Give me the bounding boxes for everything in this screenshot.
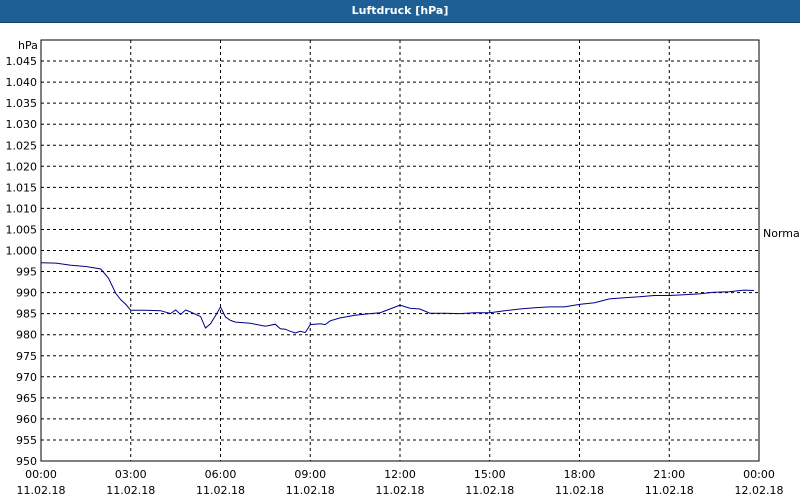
- x-gridlines: [130, 40, 670, 461]
- pressure-chart: 1.045 1.040 1.035 1.030 1.025 1.020 1.015 1.010…: [0, 23, 800, 500]
- x-tick-date: 11.02.18: [465, 484, 514, 497]
- x-tick-time: 15:00: [474, 468, 506, 481]
- x-tick-date: 11.02.18: [17, 484, 66, 497]
- pressure-line: [40, 262, 755, 334]
- y-tick-label: 950: [16, 455, 37, 468]
- x-tick-time: 06:00: [205, 468, 237, 481]
- x-tick-date: 12.02.18: [735, 484, 784, 497]
- x-tick-date: 11.02.18: [196, 484, 245, 497]
- y-tick-label: 1.015: [6, 181, 38, 194]
- y-tick-label: 995: [16, 266, 37, 279]
- x-tick-time: 03:00: [115, 468, 147, 481]
- x-tick-time: 00:00: [25, 468, 57, 481]
- y-tick-label: 1.000: [6, 245, 38, 258]
- y-axis-labels: 1.045 1.040 1.035 1.030 1.025 1.020 1.015 1.010…: [6, 55, 38, 468]
- title-bar: Luftdruck [hPa]: [0, 0, 800, 23]
- y-tick-label: 970: [16, 371, 37, 384]
- y-axis-unit: hPa: [18, 39, 38, 52]
- x-tick-date: 11.02.18: [376, 484, 425, 497]
- normal-label: Normal: [763, 227, 800, 240]
- series-group: [40, 262, 755, 334]
- y-tick-label: 1.025: [6, 139, 38, 152]
- y-tick-label: 990: [16, 287, 37, 300]
- y-tick-label: 1.045: [6, 55, 38, 68]
- y-tick-label: 985: [16, 308, 37, 321]
- x-tick-time: 21:00: [653, 468, 685, 481]
- y-tick-label: 1.035: [6, 97, 38, 110]
- x-tick-time: 09:00: [294, 468, 326, 481]
- y-tick-label: 1.020: [6, 160, 38, 173]
- y-tick-label: 1.010: [6, 202, 38, 215]
- x-tick-date: 11.02.18: [286, 484, 335, 497]
- x-tick-time: 00:00: [743, 468, 775, 481]
- chart-title: Luftdruck [hPa]: [351, 4, 449, 17]
- y-tick-label: 965: [16, 392, 37, 405]
- x-tick-date: 11.02.18: [555, 484, 604, 497]
- y-tick-label: 980: [16, 329, 37, 342]
- x-tick-time: 12:00: [384, 468, 416, 481]
- y-tick-label: 1.005: [6, 223, 38, 236]
- x-axis-labels: 00:00 11.02.18 03:00 11.02.18 06:00 11.02.18 0…: [17, 468, 784, 497]
- plot-frame: [40, 39, 760, 462]
- x-tick-time: 18:00: [564, 468, 596, 481]
- y-tick-label: 1.030: [6, 118, 38, 131]
- y-tick-label: 1.040: [6, 76, 38, 89]
- x-tick-date: 11.02.18: [645, 484, 694, 497]
- x-tick-date: 11.02.18: [106, 484, 155, 497]
- y-tick-label: 975: [16, 350, 37, 363]
- y-tick-label: 960: [16, 413, 37, 426]
- y-tick-label: 955: [16, 434, 37, 447]
